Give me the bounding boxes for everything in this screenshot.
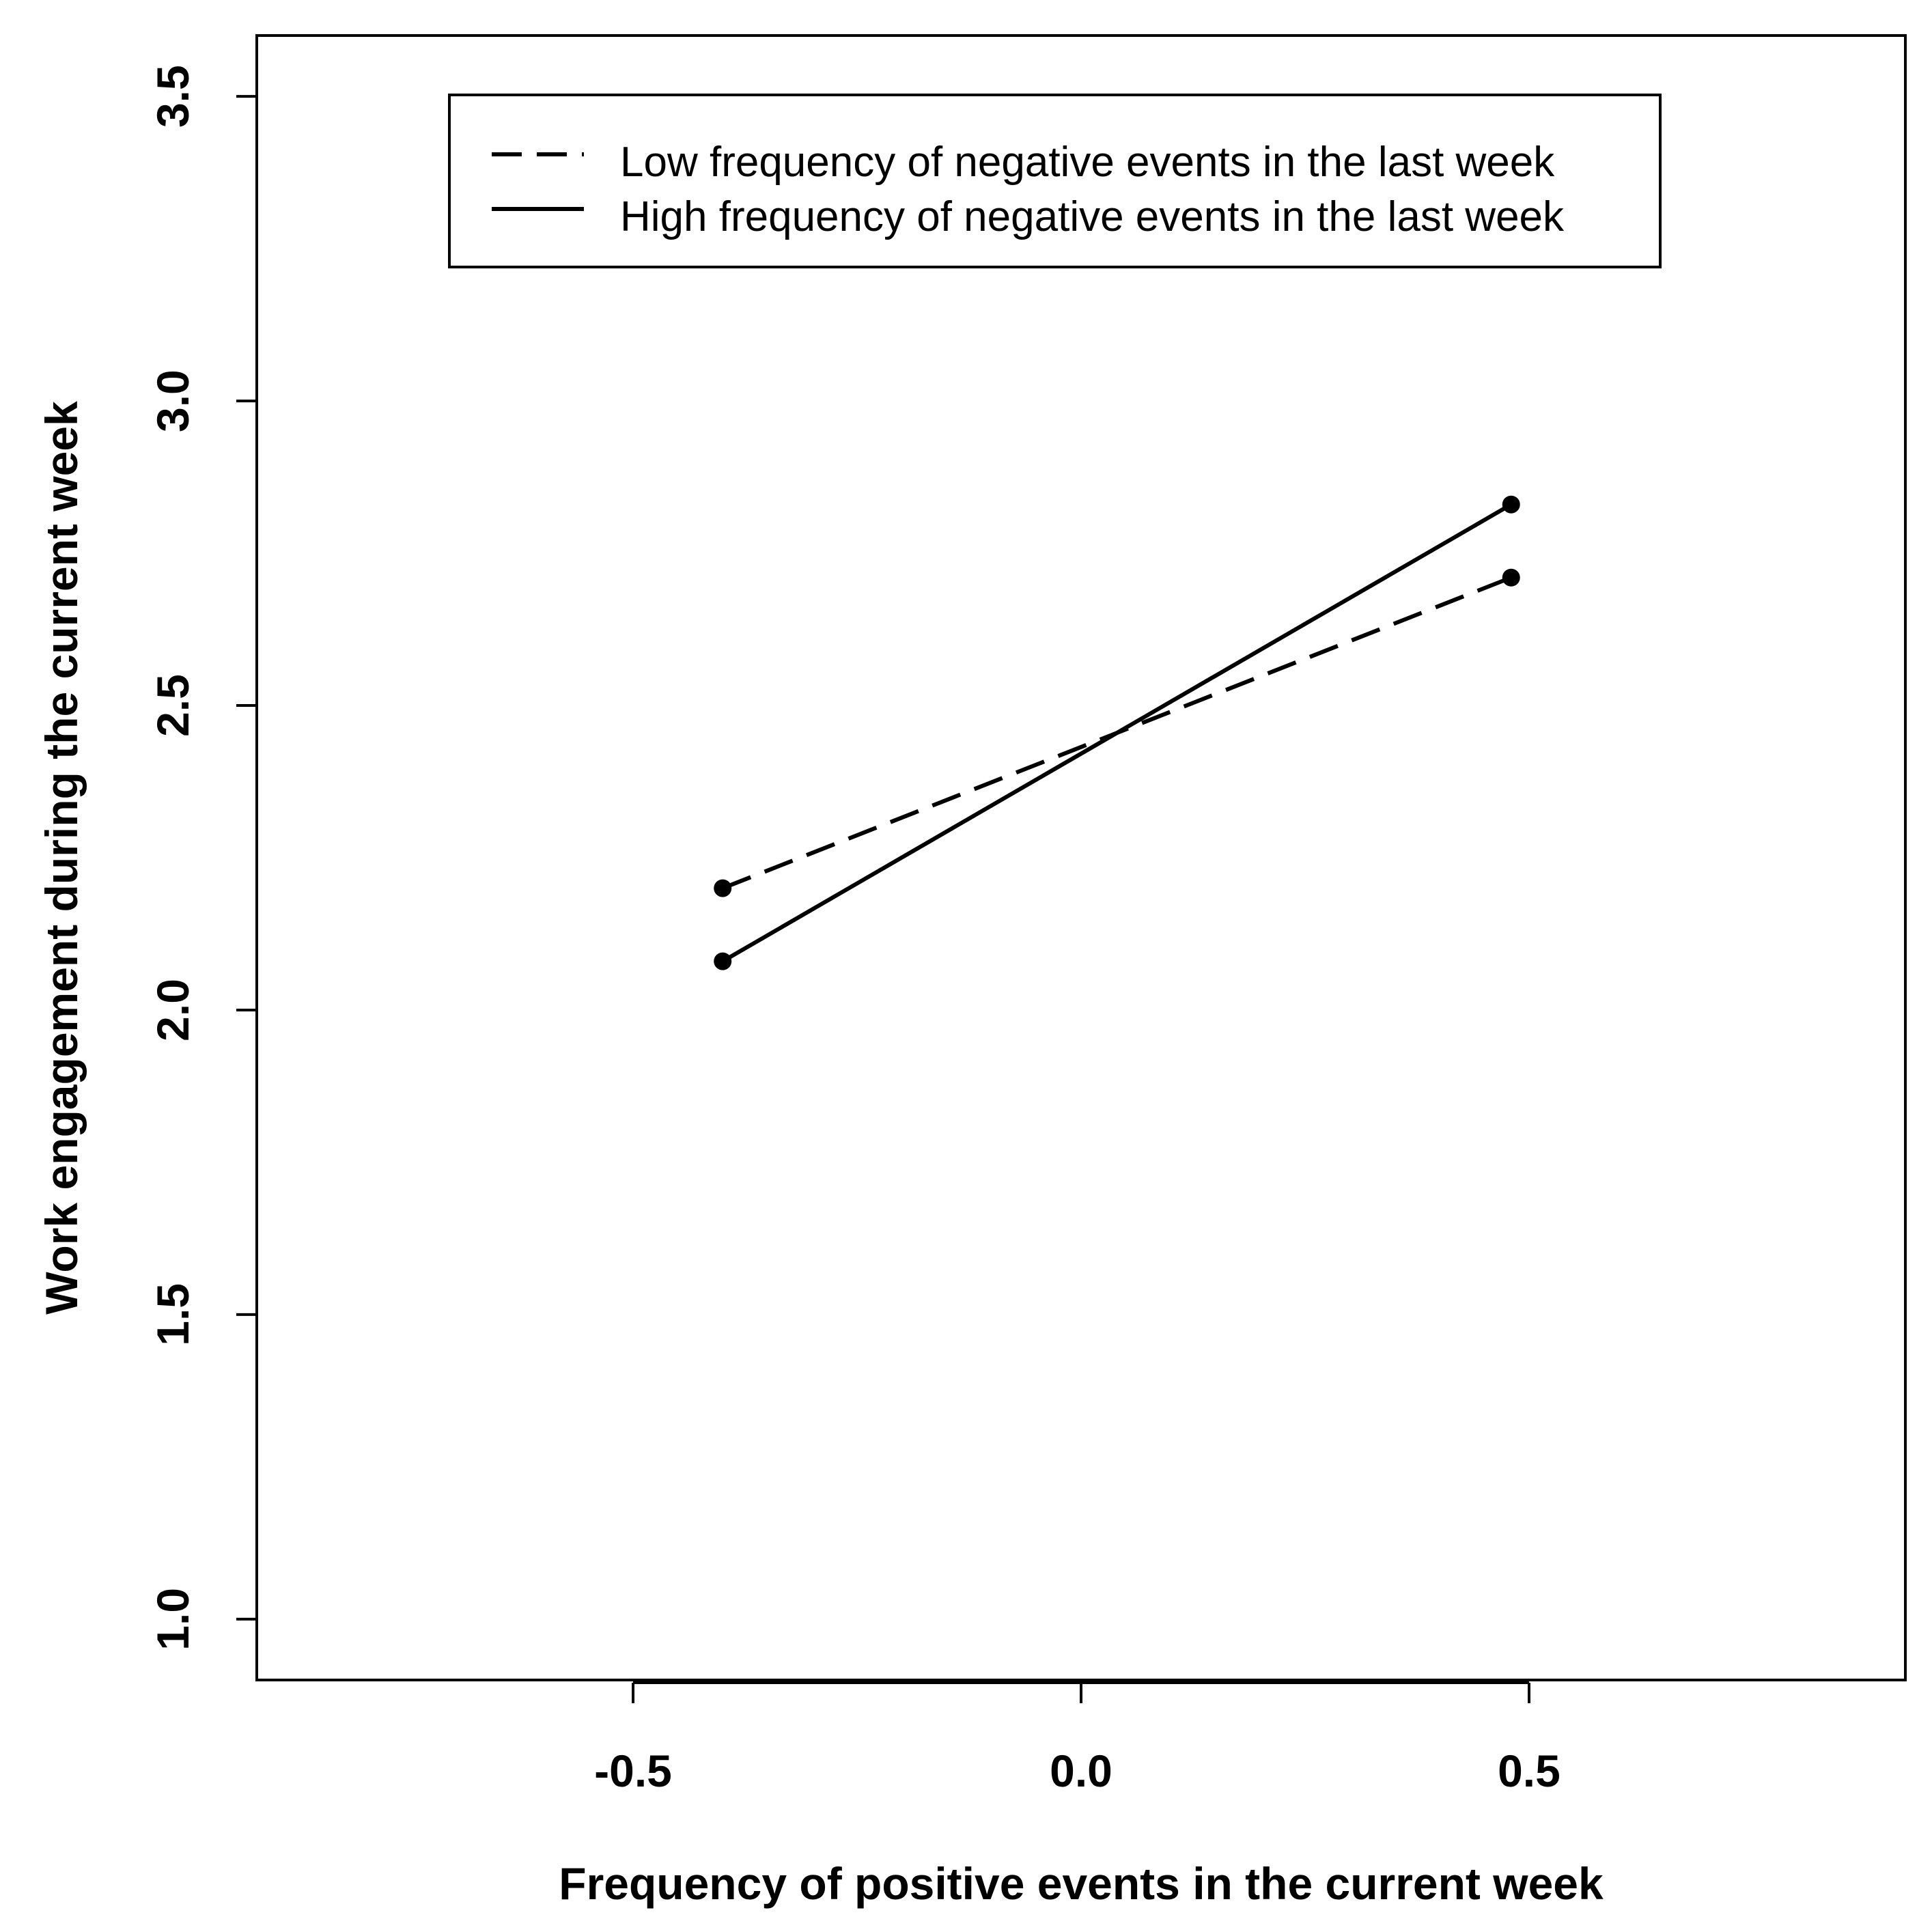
x-tick-label: -0.5 xyxy=(594,1746,672,1796)
x-tick-label: 0.0 xyxy=(1050,1746,1112,1796)
x-tick-label: 0.5 xyxy=(1498,1746,1560,1796)
y-axis-title: Work engagement during the current week xyxy=(36,401,87,1315)
y-tick-label: 1.0 xyxy=(148,1588,198,1651)
x-axis: -0.5 0.0 0.5 xyxy=(594,1681,1560,1796)
series-layer xyxy=(714,495,1520,970)
data-point xyxy=(1502,495,1520,514)
legend-label-low: Low frequency of negative events in the … xyxy=(620,139,1555,186)
legend-label-high: High frequency of negative events in the… xyxy=(620,193,1565,240)
y-tick-label: 3.0 xyxy=(148,369,198,432)
y-tick-label: 2.5 xyxy=(148,674,198,737)
y-tick-label: 1.5 xyxy=(148,1283,198,1346)
x-axis-title: Frequency of positive events in the curr… xyxy=(559,1858,1604,1909)
series-line-high xyxy=(721,503,1513,964)
data-point xyxy=(714,952,732,970)
legend: Low frequency of negative events in the … xyxy=(448,94,1662,268)
data-point xyxy=(1502,568,1520,587)
y-axis: 1.0 1.5 2.0 2.5 3.0 3.5 xyxy=(148,65,258,1651)
y-tick-label: 2.0 xyxy=(148,979,198,1041)
data-point xyxy=(714,879,732,897)
legend-box xyxy=(448,94,1662,268)
y-tick-label: 3.5 xyxy=(148,65,198,128)
